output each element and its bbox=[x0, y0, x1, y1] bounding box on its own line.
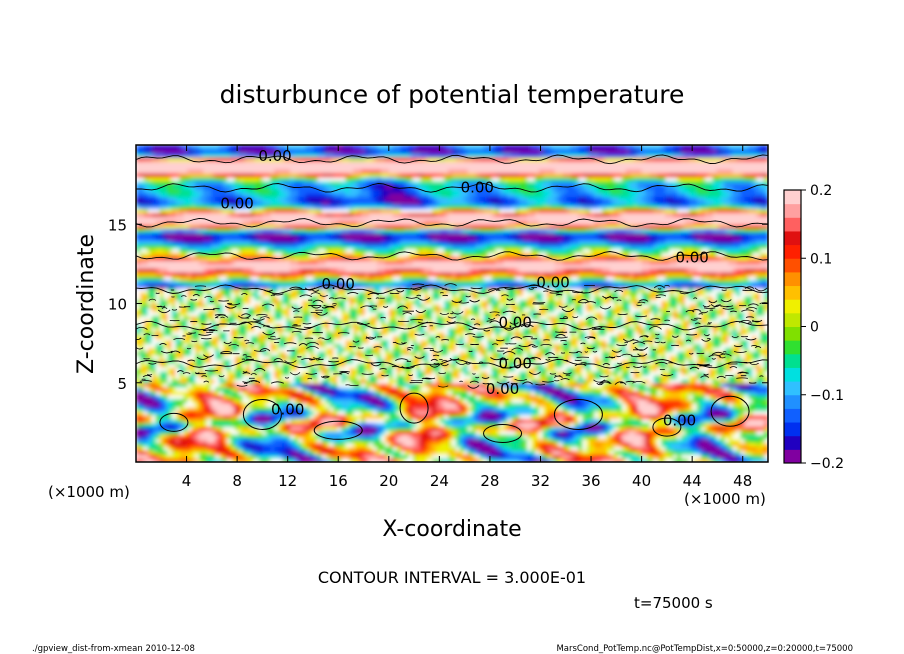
colorbar-swatch bbox=[784, 394, 801, 409]
colorbar-tick-label: −0.1 bbox=[810, 388, 844, 404]
y-tick-label: 10 bbox=[108, 296, 127, 314]
colorbar-swatch bbox=[784, 258, 801, 273]
colorbar-swatch bbox=[784, 326, 801, 341]
y-axis-label: Z-coordinate bbox=[74, 234, 99, 374]
x-unit-right: (×1000 m) bbox=[684, 490, 766, 508]
contour-line bbox=[710, 395, 750, 427]
x-tick-label: 12 bbox=[278, 472, 297, 490]
contour-line bbox=[242, 398, 282, 430]
x-tick-label: 44 bbox=[683, 472, 702, 490]
heatmap-field bbox=[136, 145, 768, 462]
contour-line bbox=[136, 284, 768, 295]
contour-line bbox=[136, 217, 768, 228]
contour-label: 0.00 bbox=[461, 179, 494, 197]
colorbar-tick-label: −0.2 bbox=[810, 456, 844, 472]
contour-noise bbox=[136, 283, 768, 389]
contour-line bbox=[136, 358, 768, 369]
footer-left: ./gpview_dist-from-xmean 2010-12-08 bbox=[32, 644, 195, 654]
contour-line bbox=[136, 154, 768, 165]
contour-label: 0.00 bbox=[220, 194, 253, 212]
x-tick-label: 40 bbox=[632, 472, 651, 490]
x-axis: 4 8 12 16 20 24 28 32 36 40 44 48 bbox=[182, 145, 752, 490]
x-unit-left: (×1000 m) bbox=[48, 483, 130, 501]
contour-label: 0.00 bbox=[713, 131, 746, 149]
colorbar-swatch bbox=[784, 422, 801, 437]
colorbar-swatch bbox=[784, 449, 801, 464]
contour-lines bbox=[136, 154, 768, 443]
colorbar-tick-label: 0 bbox=[810, 320, 819, 336]
plot-area: 0.00 0.00 0.00 0.00 0.00 0.00 0.00 0.00 0.00 0.00… bbox=[136, 131, 768, 462]
colorbar-swatch bbox=[784, 353, 801, 368]
colorbar-tick-label: 0.1 bbox=[810, 251, 832, 267]
x-tick-label: 4 bbox=[182, 472, 192, 490]
contour-line bbox=[553, 398, 603, 430]
chart-title: disturbunce of potential temperature bbox=[220, 80, 685, 109]
colorbar-swatch bbox=[784, 217, 801, 232]
contour-label: 0.00 bbox=[322, 275, 355, 293]
colorbar-swatch bbox=[784, 244, 801, 259]
contour-line bbox=[483, 423, 523, 443]
colorbar-swatch bbox=[784, 299, 801, 314]
contour-line bbox=[136, 182, 768, 193]
contour-line bbox=[136, 251, 768, 261]
x-tick-label: 8 bbox=[232, 472, 242, 490]
colorbar bbox=[784, 190, 801, 464]
x-tick-label: 16 bbox=[329, 472, 348, 490]
x-tick-label: 36 bbox=[581, 472, 600, 490]
colorbar-swatch bbox=[784, 271, 801, 287]
colorbar-tick-label: 0.2 bbox=[810, 183, 832, 199]
contour-label: 0.00 bbox=[486, 380, 519, 398]
colorbar-swatch bbox=[784, 367, 801, 382]
colorbar-swatch bbox=[784, 408, 801, 423]
x-tick-label: 32 bbox=[531, 472, 550, 490]
contour-label: 0.00 bbox=[271, 400, 304, 418]
colorbar-swatch bbox=[784, 285, 801, 300]
x-tick-label: 20 bbox=[379, 472, 398, 490]
contour-interval-text: CONTOUR INTERVAL = 3.000E-01 bbox=[318, 568, 586, 587]
colorbar-swatch bbox=[784, 435, 801, 450]
colorbar-swatch bbox=[784, 230, 801, 246]
y-tick-label: 5 bbox=[117, 375, 127, 393]
contour-line bbox=[136, 320, 768, 331]
contour-line bbox=[399, 392, 429, 424]
contour-line bbox=[652, 417, 682, 437]
y-tick-label: 15 bbox=[108, 216, 127, 234]
x-axis-label: X-coordinate bbox=[382, 517, 521, 542]
contour-labels: 0.00 0.00 0.00 0.00 0.00 0.00 0.00 0.00 0.00 0.00… bbox=[220, 131, 746, 430]
x-tick-label: 24 bbox=[430, 472, 449, 490]
colorbar-swatch bbox=[784, 190, 801, 205]
contour-label: 0.00 bbox=[498, 313, 531, 331]
contour-label: 0.00 bbox=[498, 354, 531, 372]
contour-line bbox=[313, 420, 363, 440]
colorbar-swatch bbox=[784, 340, 801, 355]
x-tick-label: 48 bbox=[733, 472, 752, 490]
contour-label: 0.00 bbox=[258, 147, 291, 165]
contour-line bbox=[159, 412, 189, 432]
colorbar-swatch bbox=[784, 381, 801, 396]
time-label: t=75000 s bbox=[634, 594, 713, 612]
contour-label: 0.00 bbox=[675, 248, 708, 266]
colorbar-ticks: 0.2 0.1 0 −0.1 −0.2 bbox=[801, 183, 844, 472]
contour-label: 0.00 bbox=[663, 412, 696, 430]
y-axis: 5 10 15 bbox=[108, 216, 768, 393]
colorbar-swatch bbox=[784, 203, 801, 218]
footer-right: MarsCond_PotTemp.nc@PotTempDist,x=0:5000… bbox=[556, 644, 853, 654]
colorbar-swatch bbox=[784, 312, 801, 327]
contour-label: 0.00 bbox=[536, 274, 569, 292]
x-tick-label: 28 bbox=[480, 472, 499, 490]
